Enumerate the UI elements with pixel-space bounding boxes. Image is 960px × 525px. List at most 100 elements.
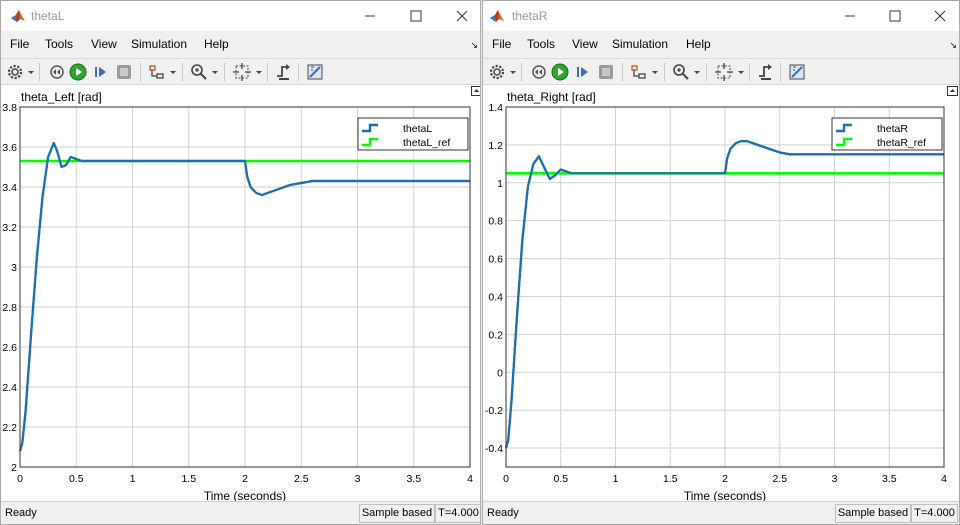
autoscale-icon[interactable] bbox=[232, 62, 252, 82]
matlab-logo-icon bbox=[11, 10, 25, 22]
plot-area[interactable]: theta_Left [rad] 0 0.5 1 1.5 2 2.5 3 3.5 4 2 2.2 2.4… bbox=[1, 85, 480, 503]
step-back-icon[interactable] bbox=[46, 62, 66, 82]
y-tick-label: 2 bbox=[11, 462, 17, 474]
run-icon[interactable] bbox=[550, 62, 570, 82]
toolbar-separator bbox=[664, 63, 665, 81]
legend-label-thetaR_ref: thetaR_ref bbox=[877, 137, 926, 149]
measurements-icon[interactable] bbox=[305, 62, 325, 82]
plot-area[interactable]: theta_Right [rad] 0 0.5 1 1.5 2 2.5 3 3.5 4 -0.4 -0… bbox=[483, 85, 959, 503]
legend-label-thetaR: thetaR bbox=[877, 123, 908, 135]
close-icon[interactable] bbox=[451, 5, 473, 27]
toolbar-separator bbox=[622, 63, 623, 81]
undock-arrow-icon[interactable]: ↘ bbox=[949, 40, 957, 50]
status-text: Ready bbox=[487, 507, 519, 519]
title-bar[interactable]: thetaR bbox=[483, 1, 959, 31]
triggers-icon[interactable] bbox=[274, 62, 294, 82]
x-tick-label: 2.5 bbox=[294, 473, 309, 485]
sample-mode-indicator: Sample based bbox=[835, 504, 911, 523]
settings-gear-icon[interactable] bbox=[487, 62, 507, 82]
minimize-icon[interactable] bbox=[359, 5, 381, 27]
signal-highlight-icon[interactable] bbox=[147, 62, 167, 82]
menu-bar: File Tools View Simulation Help ↘ bbox=[1, 32, 480, 56]
signal-highlight-icon[interactable] bbox=[629, 62, 649, 82]
run-icon[interactable] bbox=[68, 62, 88, 82]
status-bar: Ready Sample based T=4.000 bbox=[483, 501, 959, 524]
settings-dropdown-icon[interactable] bbox=[509, 62, 517, 82]
menu-file[interactable]: File bbox=[492, 37, 512, 51]
menu-simulation[interactable]: Simulation bbox=[612, 37, 669, 51]
menu-view[interactable]: View bbox=[572, 37, 598, 51]
x-tick-label: 4 bbox=[941, 473, 947, 485]
x-tick-label: 3.5 bbox=[882, 473, 897, 485]
menu-tools[interactable]: Tools bbox=[527, 37, 556, 51]
scope-plot: theta_Right [rad] 0 0.5 1 1.5 2 2.5 3 3.5 4 -0.4 -0… bbox=[485, 90, 947, 503]
signal-dropdown-icon[interactable] bbox=[169, 62, 177, 82]
x-tick-label: 2 bbox=[242, 473, 248, 485]
toolbar-separator bbox=[267, 63, 268, 81]
series-line-thetaL-overlay bbox=[18, 141, 470, 452]
step-back-icon[interactable] bbox=[528, 62, 548, 82]
y-tick-label: 3.2 bbox=[2, 222, 17, 234]
x-tick-label: 1.5 bbox=[663, 473, 678, 485]
x-axis-label: Time (seconds) bbox=[684, 489, 766, 503]
x-axis-label: Time (seconds) bbox=[204, 489, 286, 503]
y-tick-label: 0.4 bbox=[488, 291, 503, 303]
menu-file[interactable]: File bbox=[10, 37, 30, 51]
status-bar: Ready Sample based T=4.000 bbox=[1, 501, 480, 524]
undock-arrow-icon[interactable]: ↘ bbox=[470, 40, 478, 50]
x-tick-label: 3 bbox=[355, 473, 361, 485]
y-tick-label: 0.6 bbox=[488, 254, 503, 266]
menu-help[interactable]: Help bbox=[204, 37, 229, 51]
window-title: thetaL bbox=[31, 9, 65, 23]
menu-help[interactable]: Help bbox=[686, 37, 711, 51]
measurements-icon[interactable] bbox=[787, 62, 807, 82]
y-tick-label: 2.8 bbox=[2, 302, 17, 314]
toolbar-separator bbox=[521, 63, 522, 81]
toolbar-separator bbox=[706, 63, 707, 81]
dock-panel-icon[interactable] bbox=[947, 86, 958, 96]
legend-swatch-thetaR bbox=[836, 123, 852, 133]
menu-simulation[interactable]: Simulation bbox=[131, 37, 188, 51]
step-forward-icon[interactable] bbox=[573, 62, 593, 82]
y-tick-label: 3.4 bbox=[2, 182, 17, 194]
stop-icon[interactable] bbox=[596, 62, 616, 82]
menu-view[interactable]: View bbox=[91, 37, 117, 51]
legend-swatch-thetaL_ref bbox=[362, 137, 378, 147]
toolbar-separator bbox=[749, 63, 750, 81]
signal-dropdown-icon[interactable] bbox=[651, 62, 659, 82]
minimize-icon[interactable] bbox=[839, 5, 861, 27]
x-tick-label: 0 bbox=[17, 473, 23, 485]
maximize-icon[interactable] bbox=[405, 5, 427, 27]
menu-tools[interactable]: Tools bbox=[45, 37, 74, 51]
y-tick-label: 1.2 bbox=[488, 140, 503, 152]
settings-dropdown-icon[interactable] bbox=[27, 62, 35, 82]
step-forward-icon[interactable] bbox=[91, 62, 111, 82]
x-tick-label: 3.5 bbox=[406, 473, 421, 485]
x-tick-label: 2 bbox=[722, 473, 728, 485]
sample-mode-indicator: Sample based bbox=[359, 504, 435, 523]
zoom-in-icon[interactable] bbox=[189, 62, 209, 82]
toolbar-separator bbox=[298, 63, 299, 81]
x-tick-label: 1 bbox=[613, 473, 619, 485]
autoscale-dropdown-icon[interactable] bbox=[255, 62, 263, 82]
legend-box bbox=[831, 117, 943, 151]
scope-plot: theta_Left [rad] 0 0.5 1 1.5 2 2.5 3 3.5 4 2 2.2 2.4… bbox=[2, 90, 473, 503]
triggers-icon[interactable] bbox=[756, 62, 776, 82]
plot-title: theta_Left [rad] bbox=[21, 90, 102, 104]
zoom-dropdown-icon[interactable] bbox=[693, 62, 701, 82]
title-bar[interactable]: thetaL bbox=[1, 1, 480, 31]
sim-time-indicator: T=4.000 bbox=[911, 504, 958, 523]
legend-swatch-thetaL bbox=[362, 123, 378, 133]
zoom-in-icon[interactable] bbox=[671, 62, 691, 82]
autoscale-icon[interactable] bbox=[714, 62, 734, 82]
zoom-dropdown-icon[interactable] bbox=[211, 62, 219, 82]
dock-panel-icon[interactable] bbox=[471, 86, 481, 96]
autoscale-dropdown-icon[interactable] bbox=[737, 62, 745, 82]
x-tick-label: 0 bbox=[503, 473, 509, 485]
close-icon[interactable] bbox=[929, 5, 951, 27]
y-tick-label: 1.4 bbox=[488, 102, 503, 114]
stop-icon[interactable] bbox=[114, 62, 134, 82]
settings-gear-icon[interactable] bbox=[5, 62, 25, 82]
maximize-icon[interactable] bbox=[884, 5, 906, 27]
legend-label-thetaL: thetaL bbox=[403, 123, 432, 135]
